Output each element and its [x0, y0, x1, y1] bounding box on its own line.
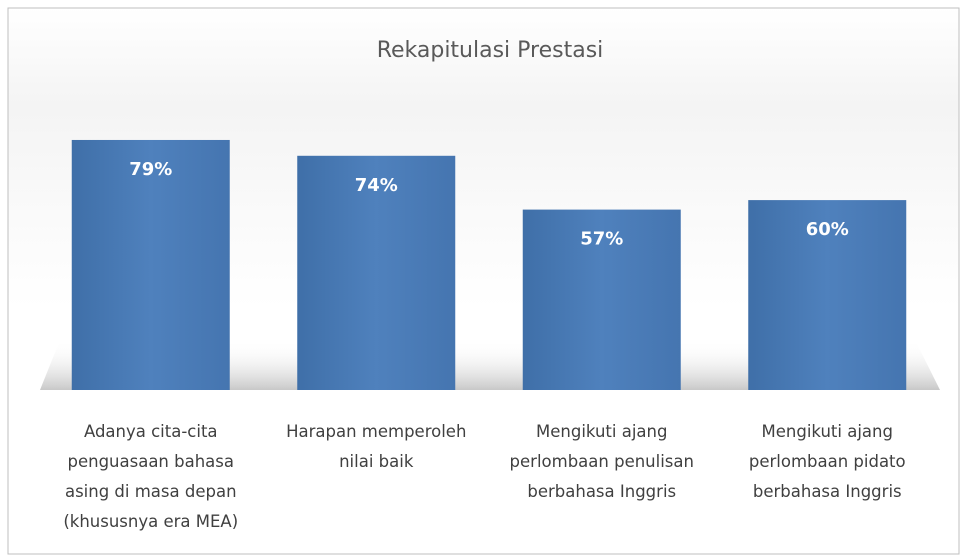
bar: [748, 200, 907, 390]
floor-shadow: [40, 340, 940, 390]
bar: [71, 139, 230, 390]
bar: [297, 155, 456, 390]
value-label: 60%: [806, 219, 849, 240]
bar: [522, 209, 681, 390]
value-label: 74%: [355, 175, 398, 196]
x-tick-label: Mengikuti ajang perlombaan penulisan berba…: [510, 422, 694, 501]
value-label: 79%: [129, 159, 172, 180]
x-tick-label: Mengikuti ajang perlombaan pidato berbahas…: [749, 422, 906, 501]
value-label: 57%: [580, 229, 623, 250]
x-tick-label: Adanya cita-cita penguasaan bahasa asing d…: [63, 422, 238, 531]
x-tick-label: Harapan memperoleh nilai baik: [286, 422, 466, 471]
chart-title: Rekapitulasi Prestasi: [377, 38, 604, 63]
